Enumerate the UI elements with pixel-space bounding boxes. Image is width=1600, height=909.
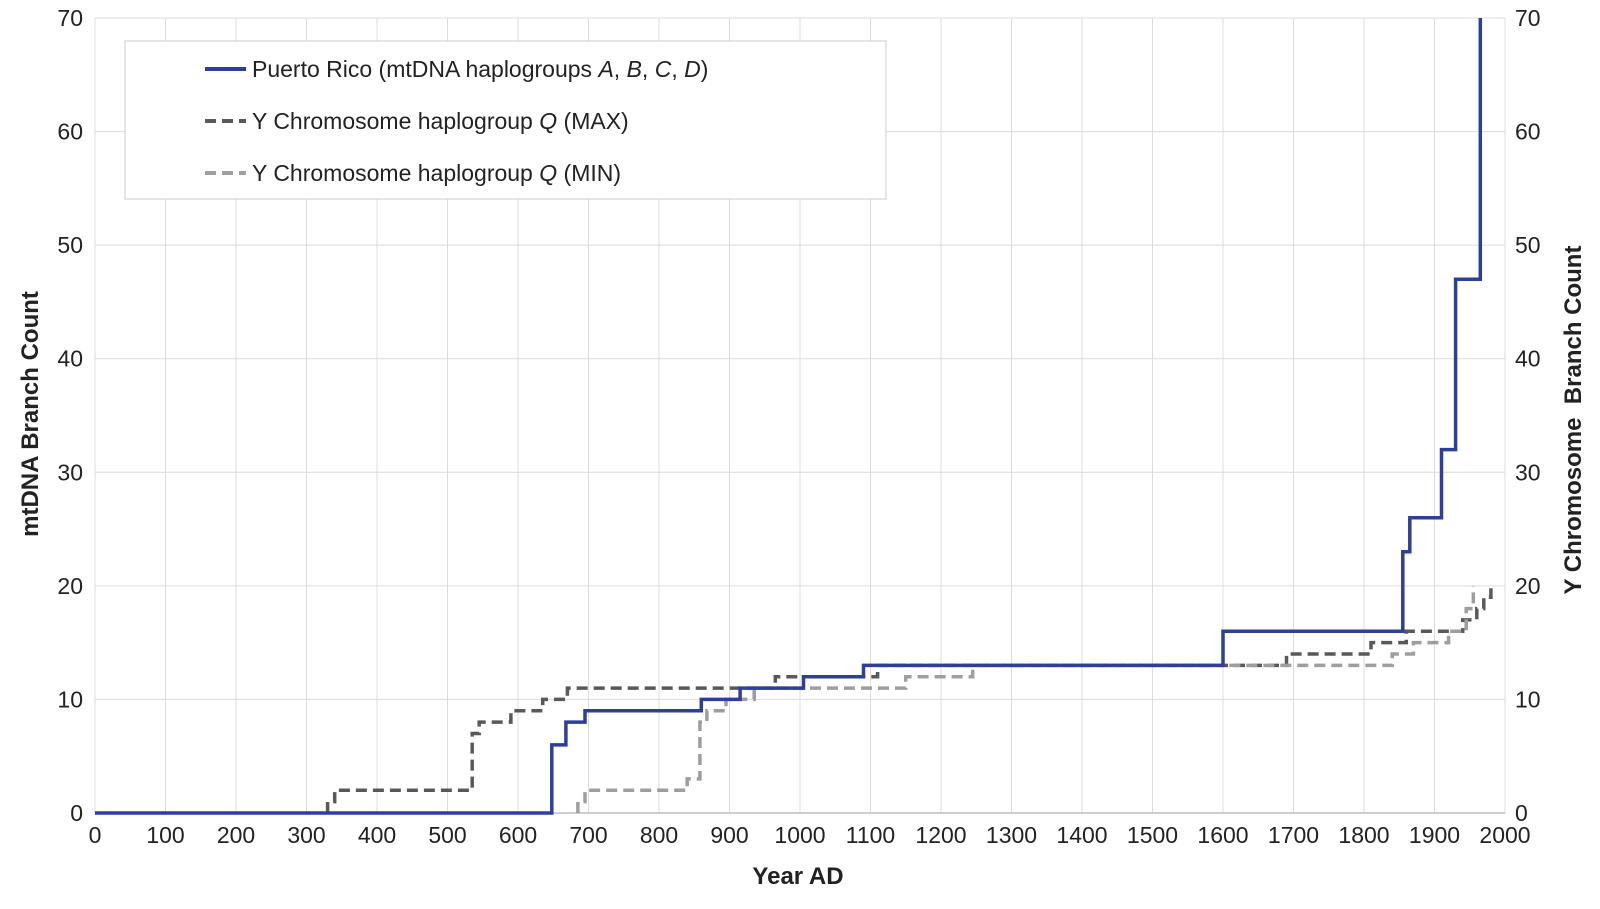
x-tick-label: 500 xyxy=(428,822,466,848)
y2-tick-label: 60 xyxy=(1515,119,1541,145)
y2-axis-ticks: 0 10 20 30 40 50 60 70 xyxy=(1515,5,1541,826)
x-tick-label: 1000 xyxy=(774,822,825,848)
x-tick-label: 800 xyxy=(640,822,678,848)
y2-tick-label: 30 xyxy=(1515,459,1541,485)
x-tick-label: 2000 xyxy=(1479,822,1530,848)
x-tick-label: 600 xyxy=(499,822,537,848)
y-tick-label: 10 xyxy=(57,686,83,712)
y-axis-ticks: 0 10 20 30 40 50 60 70 xyxy=(57,5,83,826)
y2-tick-label: 40 xyxy=(1515,346,1541,372)
x-tick-label: 1400 xyxy=(1056,822,1107,848)
y-tick-label: 40 xyxy=(57,346,83,372)
x-tick-label: 400 xyxy=(358,822,396,848)
legend-box xyxy=(124,40,887,200)
x-axis-ticks: 0 100 200 300 400 500 600 700 800 900 1000 1100 1200… xyxy=(89,822,1531,848)
x-tick-label: 1200 xyxy=(915,822,966,848)
y-tick-label: 20 xyxy=(57,573,83,599)
x-tick-label: 900 xyxy=(710,822,748,848)
y2-tick-label: 50 xyxy=(1515,232,1541,258)
x-tick-label: 300 xyxy=(287,822,325,848)
series-line-2 xyxy=(576,585,1476,813)
series-line-0 xyxy=(95,18,1483,815)
x-tick-label: 700 xyxy=(569,822,607,848)
x-tick-label: 1800 xyxy=(1338,822,1389,848)
x-tick-label: 1300 xyxy=(986,822,1037,848)
legend: Puerto Rico (mtDNA haplogroups A, B, C, … xyxy=(124,40,887,200)
series-layer xyxy=(95,18,1493,815)
legend-label-0: Puerto Rico (mtDNA haplogroups A, B, C, … xyxy=(252,56,708,82)
x-tick-label: 1100 xyxy=(846,822,895,848)
x-tick-label: 1500 xyxy=(1127,822,1178,848)
y2-tick-label: 0 xyxy=(1515,800,1528,826)
y-tick-label: 30 xyxy=(57,459,83,485)
y-axis-title: mtDNA Branch Count xyxy=(17,291,44,537)
y2-tick-label: 70 xyxy=(1515,5,1541,31)
y-tick-label: 70 xyxy=(57,5,83,31)
x-tick-label: 200 xyxy=(217,822,255,848)
x-tick-label: 100 xyxy=(146,822,184,848)
y-tick-label: 0 xyxy=(70,800,83,826)
x-tick-label: 0 xyxy=(89,822,102,848)
legend-label-2: Y Chromosome haplogroup Q (MIN) xyxy=(252,160,621,186)
y-tick-label: 60 xyxy=(57,119,83,145)
y-tick-label: 50 xyxy=(57,232,83,258)
x-tick-label: 1900 xyxy=(1409,822,1460,848)
y2-axis-title: Y Chromosome Branch Count xyxy=(1560,246,1587,595)
x-tick-label: 1600 xyxy=(1197,822,1248,848)
y2-tick-label: 10 xyxy=(1515,686,1541,712)
legend-label-1: Y Chromosome haplogroup Q (MAX) xyxy=(252,108,629,134)
x-tick-label: 1700 xyxy=(1268,822,1319,848)
x-axis-title: Year AD xyxy=(752,863,843,890)
y2-tick-label: 20 xyxy=(1515,573,1541,599)
